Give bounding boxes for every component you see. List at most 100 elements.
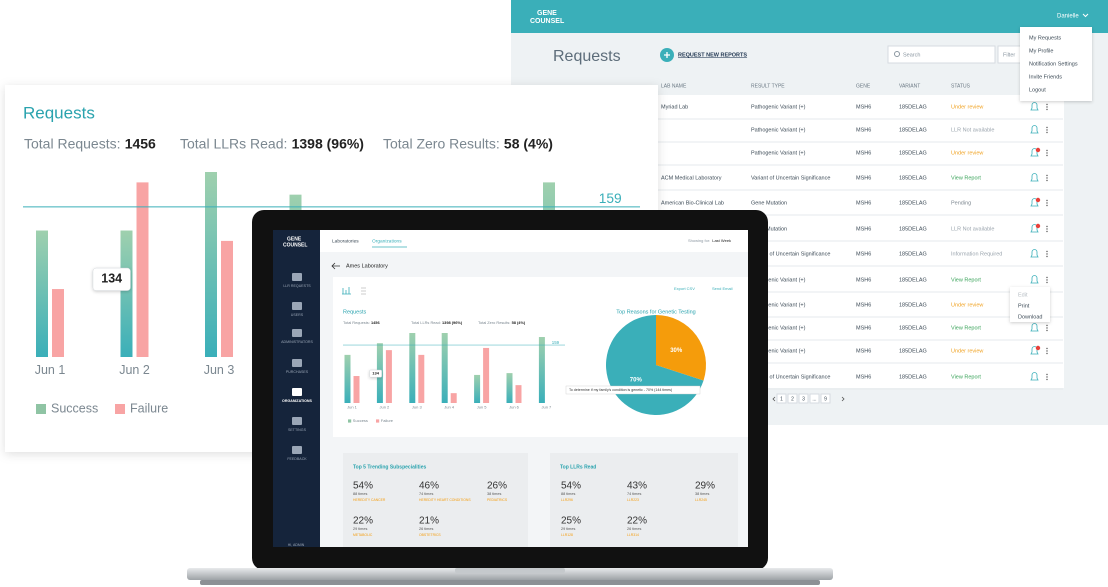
cell-status[interactable]: View Report [951,175,981,181]
bell-icon[interactable] [1030,323,1039,332]
menu-item[interactable]: My Requests [1029,35,1061,41]
next[interactable] [841,396,845,402]
x-tick-label: Jun 7 [542,404,553,409]
cell-status[interactable]: Under review [951,104,983,110]
percent: 54% [353,481,373,492]
page-number[interactable]: 9 [824,396,827,402]
tab[interactable]: Organizations [372,238,402,244]
cell-status[interactable]: Pending [951,200,971,206]
bell-icon[interactable] [1030,102,1039,111]
stat-label: Total Requests: [343,320,370,325]
times: 74 times [419,492,433,496]
tab[interactable]: Laboratories [332,238,359,244]
bell-icon[interactable] [1030,249,1039,258]
sidebar-item[interactable]: USERS [291,313,304,317]
menu-item[interactable]: Notification Settings [1029,61,1078,67]
cell-gene: MSH6 [856,277,871,283]
kebab-dot [1046,202,1048,204]
sidebar-item[interactable]: FEEDBACK [287,457,307,461]
cell-status[interactable]: View Report [951,325,981,331]
stat-label: Total Zero Results: [383,136,500,152]
bar [474,374,481,403]
bell-icon[interactable] [1030,125,1039,134]
stat-value: 58 (4%) [504,136,553,152]
export-csv[interactable]: Export CSV [674,286,695,291]
cell-status[interactable]: Under review [951,150,983,156]
bar [450,393,457,403]
column-header: STATUS [951,83,971,89]
bar [205,172,217,357]
bell-icon[interactable] [1030,275,1039,284]
bar [506,373,513,403]
stat-card [343,453,528,547]
row-menu-item[interactable]: Print [1018,303,1030,309]
cell-status[interactable]: View Report [951,374,981,380]
list-icon[interactable] [361,287,366,295]
bar [409,333,416,403]
sidebar-item[interactable]: SETTINGS [288,428,307,432]
menu-item[interactable]: Logout [1029,87,1046,93]
item-name: LLR314 [627,533,639,537]
cell-status[interactable]: LLR Not available [951,127,994,133]
send-email[interactable]: Send Email [712,286,733,291]
cell-status[interactable]: Under review [951,302,983,308]
column-header: VARIANT [899,83,920,89]
cell-variant: 185DELAG [899,175,927,181]
kebab-dot [1046,126,1048,129]
cell-variant: 185DELAG [899,200,927,206]
logo: GENE [537,10,557,17]
menu-item[interactable]: My Profile [1029,48,1053,54]
filter[interactable]: Filter [1003,52,1015,58]
chart-icon[interactable] [342,287,351,295]
laptop-base [187,568,833,580]
cell-status[interactable]: View Report [951,277,981,283]
cell-lab: Myriad Lab [661,104,688,110]
bell-icon[interactable] [1030,198,1039,207]
times: 29 times [353,527,367,531]
cell-variant: 185DELAG [899,277,927,283]
cell-result: Gene Mutation [751,226,787,232]
back-arrow[interactable] [331,262,340,270]
cell-status[interactable]: LLR Not available [951,226,994,232]
bell-icon[interactable] [1030,173,1039,182]
kebab-dot [1046,177,1048,179]
page-box[interactable] [776,393,787,404]
times: 74 times [627,492,641,496]
user-name[interactable]: Danielle [1057,14,1079,20]
kebab-dot [1046,154,1048,157]
page-box[interactable] [820,393,831,404]
item-name: METABOLIC [353,533,373,537]
kebab-dot [1046,131,1048,134]
row-menu-item[interactable]: Download [1018,314,1042,320]
bell-icon[interactable] [1030,148,1039,157]
page-box[interactable] [787,393,798,404]
tooltip [369,369,382,378]
page-number[interactable]: 1 [780,396,783,402]
cell-status[interactable]: Information Required [951,251,1002,257]
times: 26 times [419,527,433,531]
prev[interactable] [772,396,776,402]
new-request-button[interactable]: REQUEST NEW REPORTS [678,52,747,58]
bell-icon[interactable] [1030,224,1039,233]
kebab-dot [1046,174,1048,177]
page-number[interactable]: ... [812,396,816,402]
search-box[interactable] [887,45,996,64]
page-number[interactable]: 3 [802,396,805,402]
sidebar-item[interactable]: ORGANIZATIONS [282,399,312,403]
kebab-dot [1046,347,1048,350]
menu-item[interactable]: Invite Friends [1029,74,1062,80]
kebab-dot [1046,103,1048,106]
cell-status[interactable]: Under review [951,348,983,354]
times: 26 times [627,527,641,531]
sidebar-item[interactable]: ADMINISTRATORS [281,340,313,344]
page-box[interactable] [809,393,820,404]
bell-icon[interactable] [1030,346,1039,355]
bell-icon[interactable] [1030,372,1039,381]
kebab-dot [1046,108,1048,111]
sidebar-item[interactable]: LLR REQUESTS [283,284,311,288]
row-menu-item[interactable]: Edit [1018,292,1028,298]
showing-value[interactable]: Last Week [712,238,731,243]
sidebar-item[interactable]: PURCHASES [286,370,309,374]
page-number[interactable]: 2 [791,396,794,402]
page-box[interactable] [798,393,809,404]
